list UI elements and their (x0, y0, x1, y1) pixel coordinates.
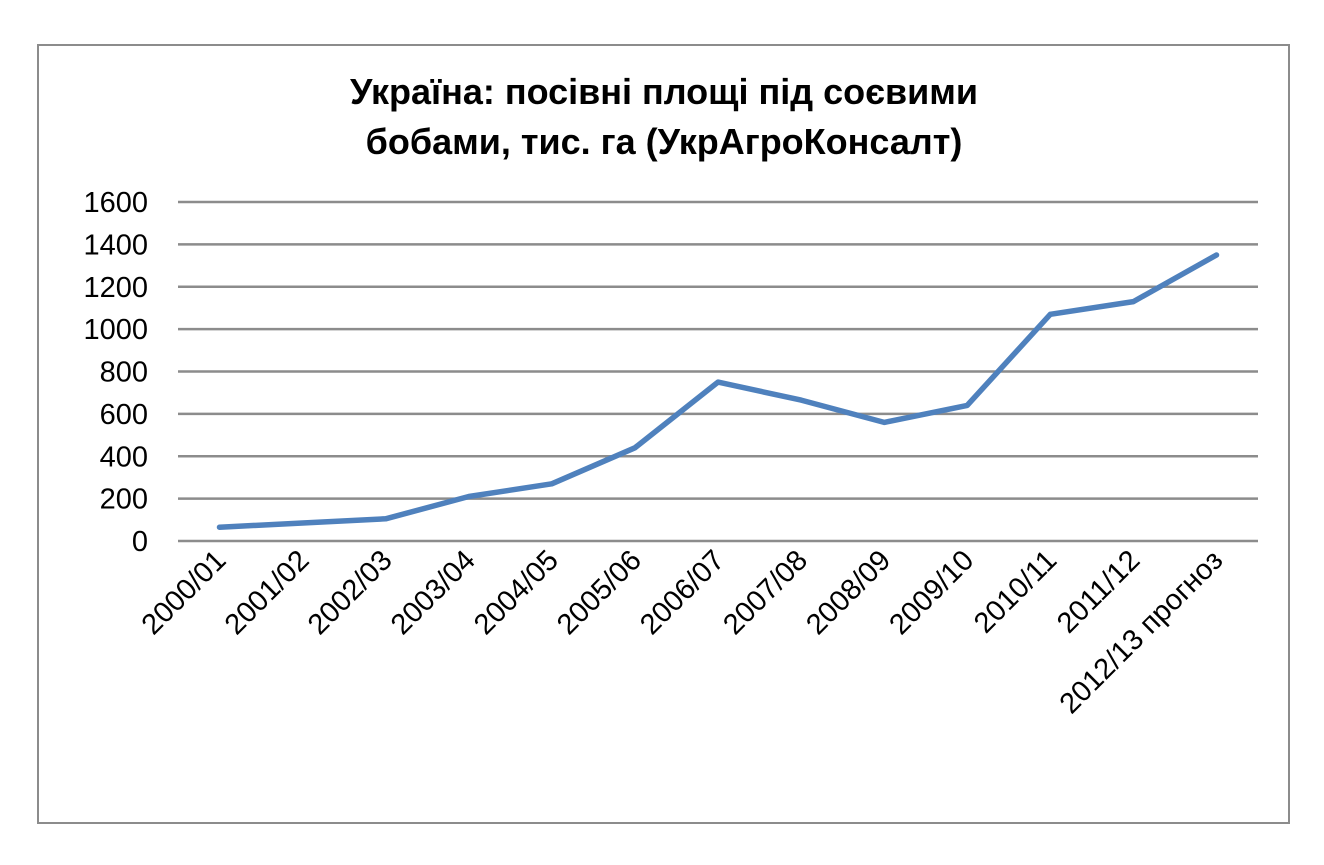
data-point (798, 397, 804, 403)
x-tick-label: 2004/05 (468, 544, 565, 641)
data-point (1213, 252, 1219, 258)
y-tick-label: 1000 (83, 314, 148, 346)
x-tick-label: 2002/03 (302, 544, 399, 641)
y-tick-label: 1200 (83, 272, 148, 304)
data-point (881, 419, 887, 425)
x-tick-label: 2003/04 (385, 544, 482, 641)
x-tick-label: 2001/02 (219, 544, 316, 641)
data-point (383, 516, 389, 522)
data-point (632, 445, 638, 451)
x-tick-label: 2008/09 (800, 544, 897, 641)
x-axis-tick-labels: 2000/012001/022002/032003/042004/052005/… (136, 544, 1230, 720)
chart-frame (37, 44, 1290, 824)
chart-title-line-1: Україна: посівні площі під соєвими (350, 71, 978, 112)
x-tick-label: 2010/11 (968, 544, 1063, 639)
data-point (466, 494, 472, 500)
chart-title-line-2: бобами, тис. га (УкрАгроКонсалт) (366, 121, 963, 162)
y-tick-label: 200 (100, 484, 148, 516)
data-point (715, 379, 721, 385)
data-point (964, 402, 970, 408)
y-tick-label: 600 (100, 399, 148, 431)
y-tick-label: 0 (132, 526, 148, 558)
data-point (549, 481, 555, 487)
series-group (216, 252, 1220, 530)
x-tick-label: 2006/07 (634, 544, 731, 641)
x-tick-label: 2005/06 (551, 544, 648, 641)
gridlines (178, 200, 1258, 543)
y-tick-label: 1600 (83, 187, 148, 219)
data-point (300, 520, 306, 526)
data-point (1130, 299, 1136, 305)
y-tick-label: 800 (100, 357, 148, 389)
y-axis-tick-labels: 0 200 400 600 800 1000 1200 1400 1600 (83, 187, 148, 558)
x-tick-label: 2000/01 (136, 544, 233, 641)
data-point (1047, 311, 1053, 317)
data-point (217, 524, 223, 530)
x-tick-label: 2009/10 (883, 544, 980, 641)
chart-title: Україна: посівні площі під соєвими бобам… (350, 71, 978, 162)
series-line-0 (216, 252, 1220, 530)
y-tick-label: 400 (100, 441, 148, 473)
x-tick-label: 2007/08 (717, 544, 814, 641)
y-tick-label: 1400 (83, 229, 148, 261)
